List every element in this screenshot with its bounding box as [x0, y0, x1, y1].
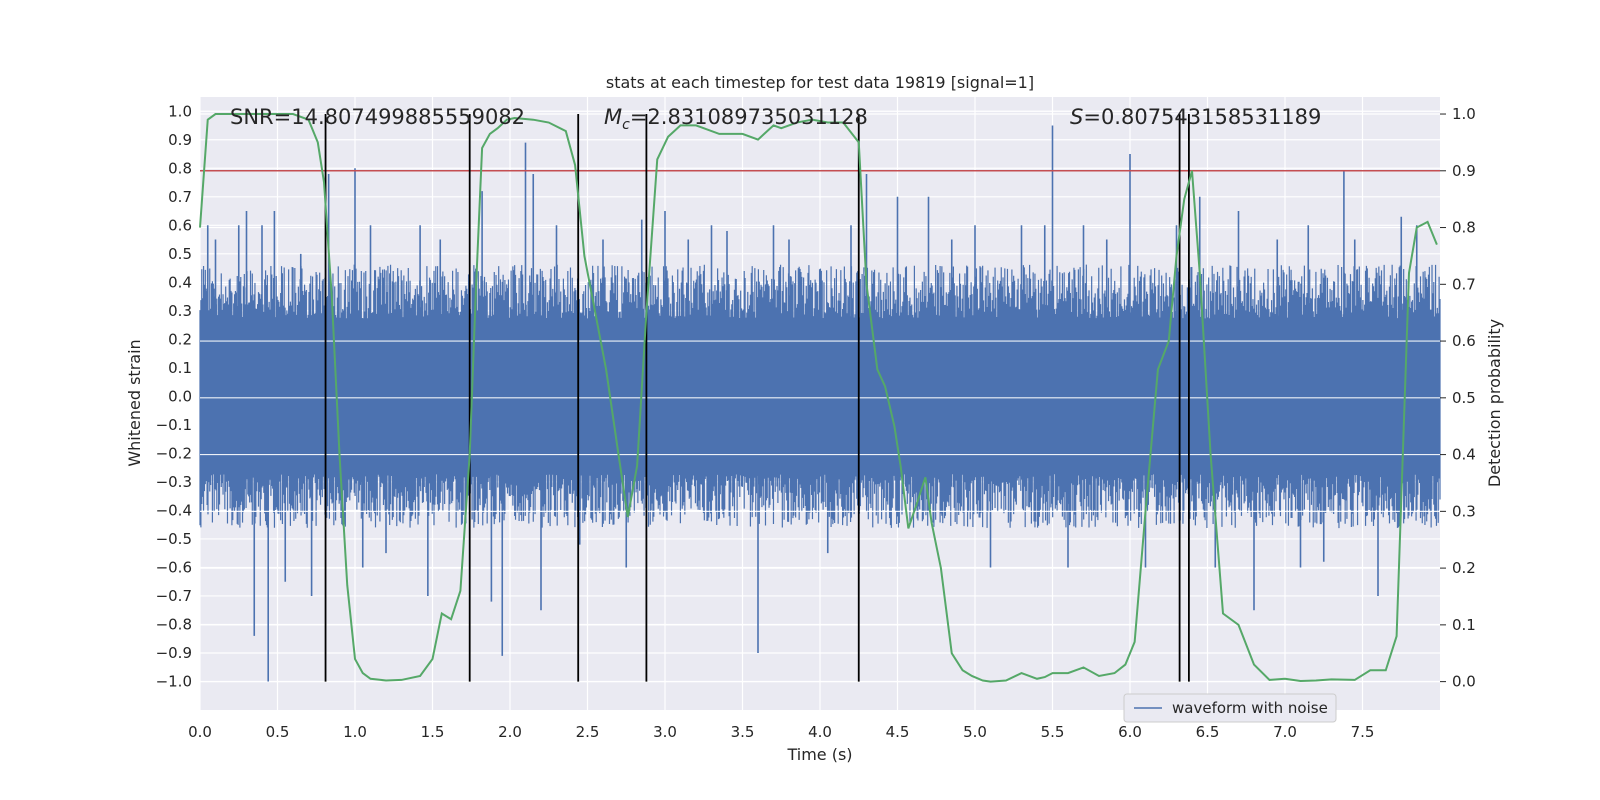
chart-title: stats at each timestep for test data 198… — [606, 73, 1034, 92]
y2-tick-label: 0.4 — [1452, 446, 1476, 464]
x-ticks: 0.0 0.5 1.0 1.5 2.0 2.5 3.0 3.5 4.0 4.5 5.0 5.5 6.0 6… — [188, 723, 1374, 741]
y2-tick-label: 1.0 — [1452, 105, 1476, 123]
y-tick-label: 0.6 — [168, 216, 192, 234]
x-tick-label: 6.0 — [1118, 723, 1142, 741]
y2-axis-label: Detection probability — [1485, 319, 1504, 487]
x-tick-label: 4.5 — [886, 723, 910, 741]
x-tick-label: 3.5 — [731, 723, 755, 741]
y2-tick-label: 0.1 — [1452, 616, 1476, 634]
y2-tick-label: 0.7 — [1452, 275, 1476, 293]
y2-tick-label: 0.9 — [1452, 162, 1476, 180]
y-tick-label: 0.4 — [168, 273, 192, 291]
x-tick-label: 0.0 — [188, 723, 212, 741]
x-tick-label: 5.5 — [1041, 723, 1065, 741]
y-tick-label: 0.8 — [168, 159, 192, 177]
legend-box — [1123, 693, 1337, 723]
y-tick-label: −0.6 — [156, 558, 192, 576]
legend-label: waveform with noise — [1172, 699, 1328, 717]
x-tick-label: 7.5 — [1351, 723, 1375, 741]
chirp-mass-value: =2.831089735031128 — [630, 105, 868, 129]
y-ticks: 1.0 0.9 0.8 0.7 0.6 0.5 0.4 0.3 0.2 0.1 0.0 −0.1 −0.… — [156, 102, 192, 690]
y-tick-label: −0.7 — [156, 587, 192, 605]
s-value: =0.807543158531189 — [1083, 105, 1321, 129]
s-annotation: S=0.807543158531189 — [1070, 105, 1321, 129]
y-tick-label: 0.9 — [168, 131, 192, 149]
y-tick-label: −1.0 — [156, 672, 192, 690]
y2-tick-label: 0.6 — [1452, 332, 1476, 350]
y-tick-label: −0.1 — [156, 416, 192, 434]
x-tick-label: 2.0 — [498, 723, 522, 741]
y-tick-label: 0.0 — [168, 387, 192, 405]
snr-annotation: SNR=14.807499885559082 — [230, 105, 525, 129]
chirp-mass-subscript: c — [622, 117, 630, 133]
y-tick-label: −0.8 — [156, 615, 192, 633]
y2-tick-label: 0.3 — [1452, 502, 1476, 520]
x-tick-label: 2.5 — [576, 723, 600, 741]
x-tick-label: 6.5 — [1196, 723, 1220, 741]
y-tick-label: 0.2 — [168, 330, 192, 348]
y2-tick-label: 0.5 — [1452, 389, 1476, 407]
y-tick-label: 0.1 — [168, 359, 192, 377]
y-tick-label: −0.4 — [156, 501, 192, 519]
x-tick-label: 1.5 — [421, 723, 445, 741]
y2-tick-label: 0.0 — [1452, 673, 1476, 691]
y-tick-label: 1.0 — [168, 102, 192, 120]
x-tick-label: 1.0 — [343, 723, 367, 741]
s-symbol: S — [1070, 105, 1083, 129]
chirp-mass-symbol: M — [604, 105, 622, 129]
y-tick-label: 0.7 — [168, 188, 192, 206]
x-tick-label: 7.0 — [1273, 723, 1297, 741]
probability-series — [199, 113, 1438, 683]
x-tick-label: 4.0 — [808, 723, 832, 741]
y-tick-label: 0.3 — [168, 302, 192, 320]
y2-tick-label: 0.2 — [1452, 559, 1476, 577]
y-axis-label: Whitened strain — [125, 339, 144, 466]
y-tick-label: −0.3 — [156, 473, 192, 491]
y-tick-label: −0.2 — [156, 444, 192, 462]
x-tick-label: 0.5 — [266, 723, 290, 741]
legend: waveform with noise — [1123, 693, 1337, 723]
y2-tick-label: 0.8 — [1452, 219, 1476, 237]
y2-ticks: 1.0 0.9 0.8 0.7 0.6 0.5 0.4 0.3 0.2 0.1 0.0 — [1440, 105, 1476, 691]
waveform-series — [199, 125, 1441, 682]
y-tick-label: 0.5 — [168, 245, 192, 263]
x-tick-label: 5.0 — [963, 723, 987, 741]
probability-line — [199, 113, 1438, 683]
chirp-mass-annotation: Mc=2.831089735031128 — [604, 105, 868, 133]
x-tick-label: 3.0 — [653, 723, 677, 741]
y-tick-label: −0.9 — [156, 644, 192, 662]
x-axis-label: Time (s) — [786, 745, 852, 764]
y-tick-label: −0.5 — [156, 530, 192, 548]
